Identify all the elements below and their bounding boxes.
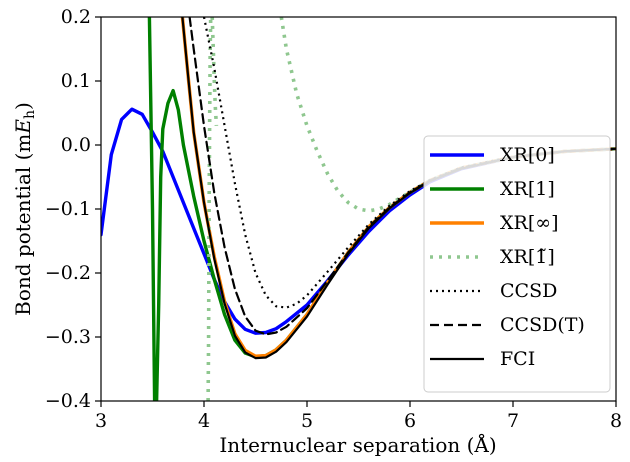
legend-label-2: XR[∞] <box>500 212 558 234</box>
legend-label-4: CCSD <box>500 280 557 302</box>
legend-label-6: FCI <box>500 348 535 370</box>
y-axis-title-suffix: ) <box>11 102 35 110</box>
x-tick-label: 4 <box>198 410 210 432</box>
y-axis-title-subscript: h <box>22 110 38 119</box>
y-axis: −0.4 −0.3 −0.2 −0.1 0.0 0.1 0.2 <box>45 6 101 412</box>
x-tick-label: 5 <box>301 410 313 432</box>
x-tick-label: 8 <box>610 410 622 432</box>
y-tick-label: 0.2 <box>61 6 91 28</box>
x-tick-label: 3 <box>95 410 107 432</box>
legend-label-1: XR[1] <box>500 178 555 200</box>
x-axis: 3 4 5 6 7 8 <box>95 401 622 432</box>
legend-box <box>423 135 611 393</box>
y-tick-label: −0.3 <box>45 326 91 348</box>
x-axis-title: Internuclear separation (Å) <box>219 432 496 457</box>
x-tick-label: 6 <box>404 410 416 432</box>
y-axis-title: Bond potential (mEh) <box>11 102 38 316</box>
legend: XR[0] XR[1] XR[∞] XR[1̃] CCSD CCSD(T) FCI <box>423 135 611 393</box>
y-tick-label: −0.4 <box>45 390 91 412</box>
y-tick-label: −0.2 <box>45 262 91 284</box>
legend-label-3: XR[1̃] <box>500 246 555 268</box>
y-tick-label: 0.0 <box>61 134 91 156</box>
legend-label-0: XR[0] <box>500 144 555 166</box>
series-line-3-part2 <box>210 17 219 126</box>
legend-label-5: CCSD(T) <box>500 314 585 336</box>
x-tick-label: 7 <box>507 410 519 432</box>
y-axis-title-symbol: E <box>11 119 35 135</box>
y-tick-label: −0.1 <box>45 198 91 220</box>
y-axis-title-prefix: Bond potential (m <box>11 134 35 316</box>
y-tick-label: 0.1 <box>61 70 91 92</box>
